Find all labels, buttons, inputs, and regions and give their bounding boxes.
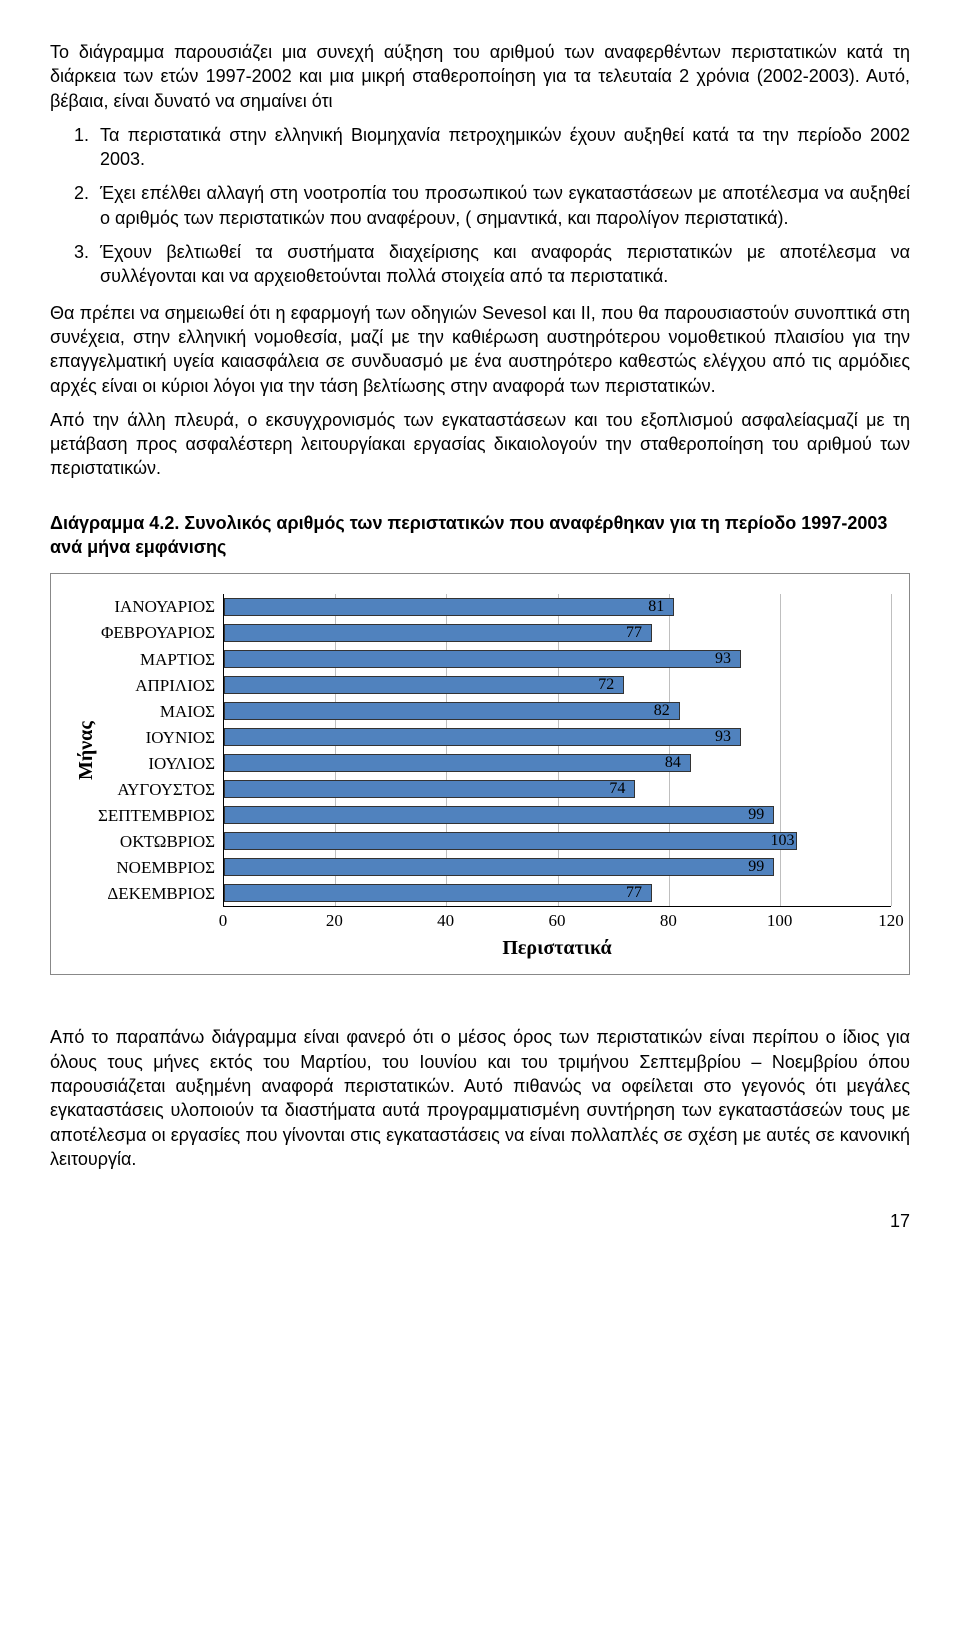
category-label: ΙΑΝΟΥΑΡΙΟΣ — [98, 594, 215, 620]
gridline — [891, 594, 892, 906]
body-paragraph: Θα πρέπει να σημειωθεί ότι η εφαρμογή τω… — [50, 301, 910, 398]
category-label: ΟΚΤΩΒΡΙΟΣ — [98, 829, 215, 855]
bar — [224, 884, 652, 902]
list-item: Έχει επέλθει αλλαγή στη νοοτροπία του πρ… — [94, 181, 910, 230]
bar-value-label: 77 — [626, 884, 642, 902]
page-number: 17 — [50, 1211, 910, 1232]
bar-value-label: 99 — [748, 806, 764, 824]
x-tick-label: 80 — [660, 911, 677, 931]
chart-title: Διάγραμμα 4.2. Συνολικός αριθμός των περ… — [50, 511, 910, 560]
bar-row: 103 — [224, 828, 891, 854]
category-label: ΜΑΡΤΙΟΣ — [98, 647, 215, 673]
closing-paragraph: Από το παραπάνω διάγραμμα είναι φανερό ό… — [50, 1025, 910, 1171]
category-label: ΑΥΓΟΥΣΤΟΣ — [98, 777, 215, 803]
bar — [224, 754, 691, 772]
x-axis-label: Περιστατικά — [223, 937, 891, 960]
bar-row: 99 — [224, 802, 891, 828]
x-axis-ticks: 020406080100120 — [223, 907, 891, 933]
list-item: Τα περιστατικά στην ελληνική Βιομηχανία … — [94, 123, 910, 172]
chart-container: Μήνας ΙΑΝΟΥΑΡΙΟΣΦΕΒΡΟΥΑΡΙΟΣΜΑΡΤΙΟΣΑΠΡΙΛΙ… — [50, 573, 910, 975]
bar — [224, 650, 741, 668]
body-paragraph: Από την άλλη πλευρά, ο εκσυγχρονισμός τω… — [50, 408, 910, 481]
bar-value-label: 99 — [748, 858, 764, 876]
bar-value-label: 84 — [665, 754, 681, 772]
bar-value-label: 74 — [609, 780, 625, 798]
bar-value-label: 82 — [654, 702, 670, 720]
bar-row: 93 — [224, 724, 891, 750]
bar-value-label: 81 — [648, 598, 664, 616]
category-labels: ΙΑΝΟΥΑΡΙΟΣΦΕΒΡΟΥΑΡΙΟΣΜΑΡΤΙΟΣΑΠΡΙΛΙΟΣΜΑΙΟ… — [98, 594, 223, 907]
bar — [224, 676, 624, 694]
bars-group: 81 77 93 72 82 93 84 74 99 103 99 77 — [224, 594, 891, 906]
intro-paragraph: Το διάγραμμα παρουσιάζει μια συνεχή αύξη… — [50, 40, 910, 113]
bar-row: 84 — [224, 750, 891, 776]
x-tick-label: 0 — [219, 911, 228, 931]
bar-value-label: 93 — [715, 728, 731, 746]
bar-value-label: 93 — [715, 650, 731, 668]
bar — [224, 780, 635, 798]
category-label: ΝΟΕΜΒΡΙΟΣ — [98, 855, 215, 881]
x-tick-label: 100 — [767, 911, 793, 931]
bar-row: 72 — [224, 672, 891, 698]
plot-area: 81 77 93 72 82 93 84 74 99 103 99 77 — [223, 594, 891, 907]
category-label: ΙΟΥΛΙΟΣ — [98, 751, 215, 777]
x-tick-label: 20 — [326, 911, 343, 931]
category-label: ΑΠΡΙΛΙΟΣ — [98, 673, 215, 699]
x-tick-label: 60 — [549, 911, 566, 931]
bar-row: 81 — [224, 594, 891, 620]
y-axis-label: Μήνας — [69, 594, 98, 907]
bar — [224, 806, 774, 824]
bar-value-label: 72 — [598, 676, 614, 694]
bar-row: 99 — [224, 854, 891, 880]
category-label: ΣΕΠΤΕΜΒΡΙΟΣ — [98, 803, 215, 829]
reasons-list: Τα περιστατικά στην ελληνική Βιομηχανία … — [50, 123, 910, 289]
bar — [224, 858, 774, 876]
category-label: ΔΕΚΕΜΒΡΙΟΣ — [98, 881, 215, 907]
x-tick-label: 40 — [437, 911, 454, 931]
bar-value-label: 77 — [626, 624, 642, 642]
bar-row: 93 — [224, 646, 891, 672]
bar-row: 74 — [224, 776, 891, 802]
bar-value-label: 103 — [771, 832, 795, 850]
category-label: ΦΕΒΡΟΥΑΡΙΟΣ — [98, 620, 215, 646]
bar-row: 82 — [224, 698, 891, 724]
bar — [224, 832, 796, 850]
bar — [224, 728, 741, 746]
bar — [224, 702, 680, 720]
list-item: Έχουν βελτιωθεί τα συστήματα διαχείρισης… — [94, 240, 910, 289]
bar-row: 77 — [224, 620, 891, 646]
bar — [224, 624, 652, 642]
category-label: ΙΟΥΝΙΟΣ — [98, 725, 215, 751]
bar-row: 77 — [224, 880, 891, 906]
bar — [224, 598, 674, 616]
x-tick-label: 120 — [878, 911, 904, 931]
category-label: ΜΑΙΟΣ — [98, 699, 215, 725]
